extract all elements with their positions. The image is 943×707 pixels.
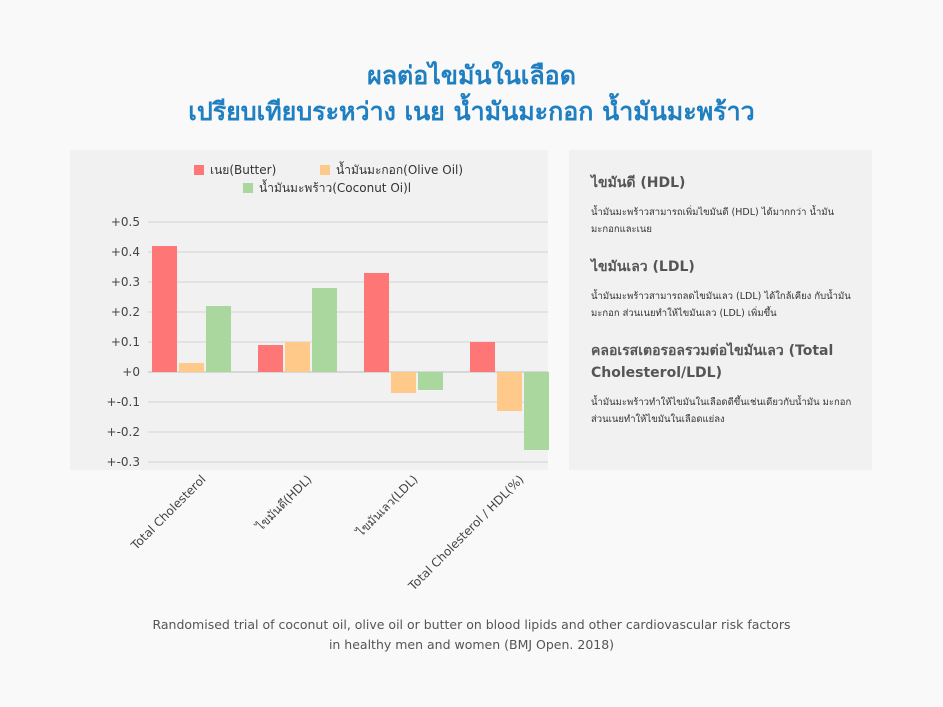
y-tick-label: +0.5 [111,215,140,229]
info-heading: ไขมันดี (HDL) [591,175,686,191]
bar-olive-oil [285,342,310,372]
bar-coconut-oil [524,372,549,450]
info-text: น้ำมันมะพร้าวสามารถเพิ่มไขมันดี (HDL) ได… [591,207,835,235]
page-title: ผลต่อไขมันในเลือด เปรียบเทียบระหว่าง เนย… [0,58,943,130]
bar-butter [258,345,283,372]
y-tick-label: +-0.2 [107,425,140,439]
y-tick-label: +0.2 [111,305,140,319]
y-tick-label: +0.1 [111,335,140,349]
bar-coconut-oil [206,306,231,372]
bar-butter [152,246,177,372]
info-section-hdl: ไขมันดี (HDL) น้ำมันมะพร้าวสามารถเพิ่มไข… [591,172,852,238]
title-line-1: ผลต่อไขมันในเลือด [367,61,576,90]
bar-olive-oil [391,372,416,393]
info-text: น้ำมันมะพร้าวทำให้ไขมันในเลือดดีขึ้นเช่น… [591,397,852,425]
title-line-2: เปรียบเทียบระหว่าง เนย น้ำมันมะกอก น้ำมั… [188,97,755,126]
legend-swatch [243,183,253,193]
info-heading: คลอเรสเตอรอลรวมต่อไขมันเลว (Total Choles… [591,343,834,381]
info-section-ldl: ไขมันเลว (LDL) น้ำมันมะพร้าวสามารถลดไขมั… [591,256,852,322]
y-tick-label: +0.3 [111,275,140,289]
x-tick-label: ไขมันดี(HDL) [253,472,315,534]
bar-butter [470,342,495,372]
legend-swatch [194,165,204,175]
x-tick-label: Total Cholesterol [128,472,209,553]
y-tick-label: +-0.3 [107,455,140,469]
y-tick-label: +0 [122,365,140,379]
chart-panel: +0.5 +0.4 +0.3 +0.2 +0.1 +0 +-0.1 +-0.2 +-0.3 Tot… [70,150,549,594]
bar-butter [364,273,389,372]
info-section-total: คลอเรสเตอรอลรวมต่อไขมันเลว (Total Choles… [591,340,852,428]
x-tick-label: ไขมันเลว(LDL) [353,472,421,540]
legend-label: เนย(Butter) [210,163,276,177]
bar-chart: +0.5 +0.4 +0.3 +0.2 +0.1 +0 +-0.1 +-0.2 +-0.3 Tot… [107,161,549,594]
y-tick-label: +-0.1 [107,395,140,409]
x-tick-label: Total Cholesterol / HDL(%) [405,472,527,594]
bar-olive-oil [497,372,522,411]
info-text: น้ำมันมะพร้าวสามารถลดไขมันเลว (LDL) ได้ใ… [591,291,851,319]
legend-label: น้ำมันมะพร้าว(Coconut Oi)l [259,179,411,195]
legend-label: น้ำมันมะกอก(Olive Oil) [336,161,463,177]
bar-coconut-oil [312,288,337,372]
caption-line-1: Randomised trial of coconut oil, olive o… [152,617,791,632]
bar-coconut-oil [418,372,443,390]
info-heading: ไขมันเลว (LDL) [591,259,695,275]
y-tick-label: +0.4 [111,245,140,259]
info-panel: ไขมันดี (HDL) น้ำมันมะพร้าวสามารถเพิ่มไข… [569,150,872,470]
caption-line-2: in healthy men and women (BMJ Open. 2018… [328,637,615,652]
legend-swatch [320,165,330,175]
bar-olive-oil [179,363,204,372]
source-caption: Randomised trial of coconut oil, olive o… [0,615,943,655]
